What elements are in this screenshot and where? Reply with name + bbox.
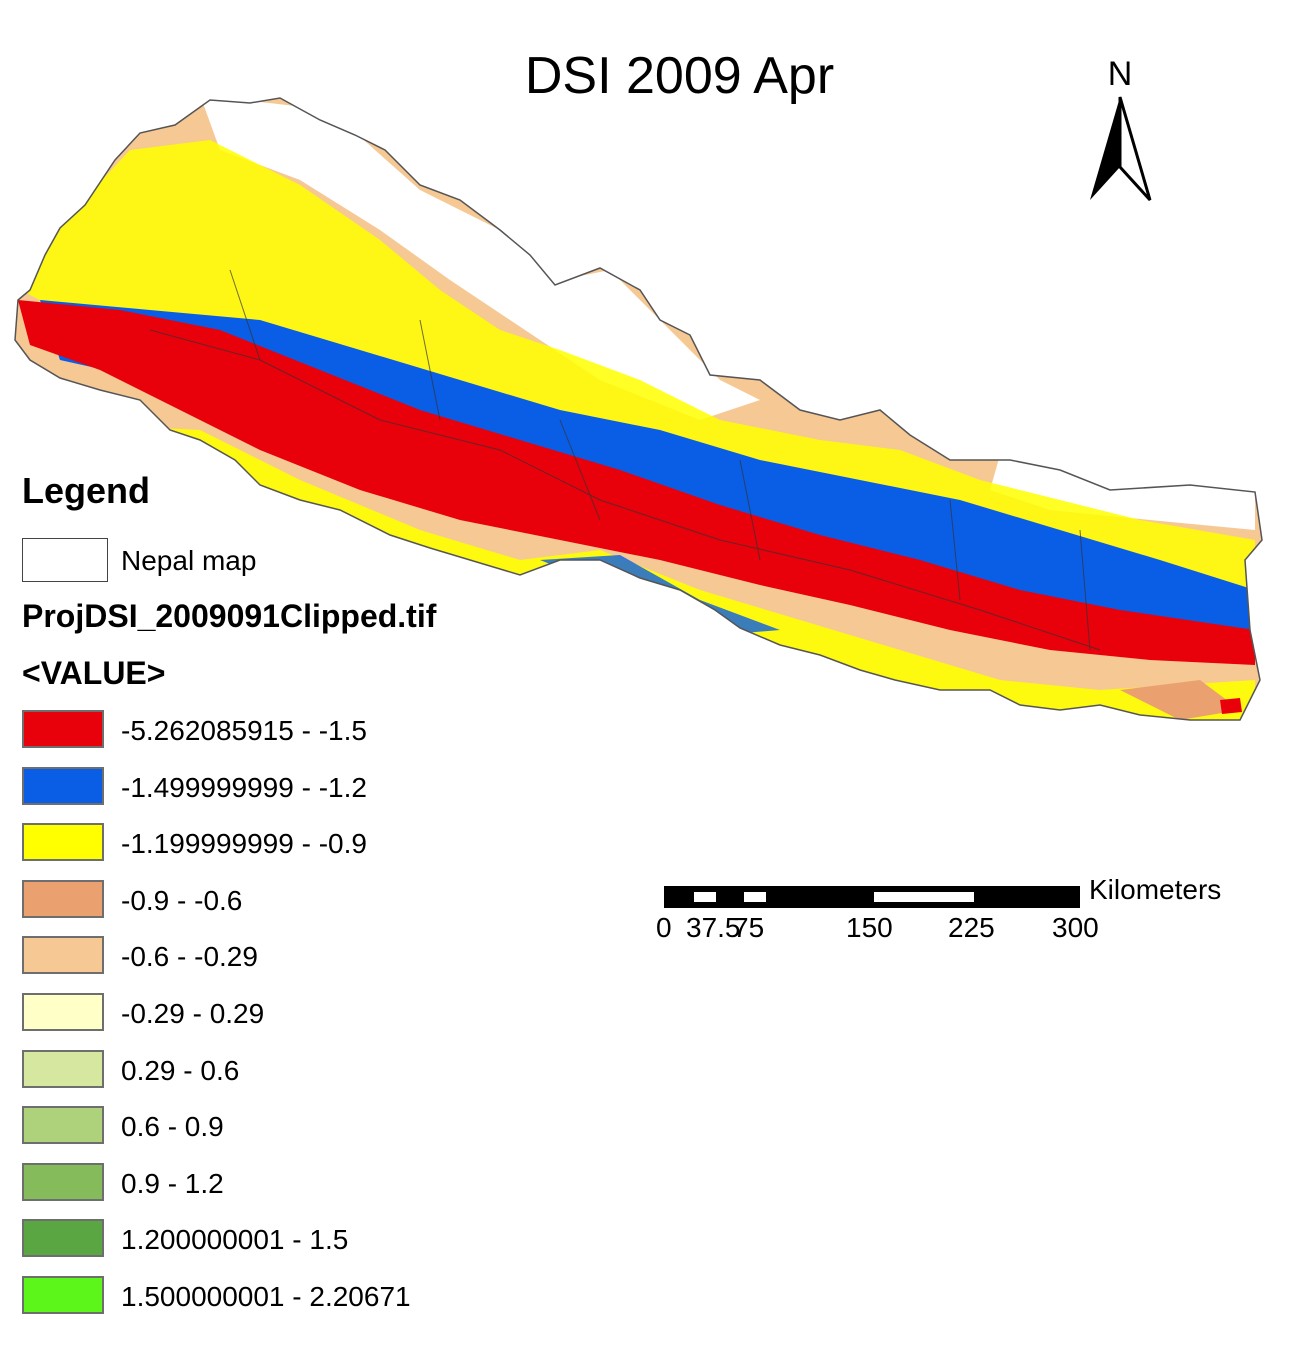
legend-class-label: 0.6 - 0.9	[121, 1111, 224, 1143]
legend-swatch	[22, 1049, 104, 1088]
scale-tick-0: 0	[656, 912, 672, 943]
scale-tick-37-5: 37.5	[686, 912, 741, 943]
legend-swatch	[22, 1219, 104, 1258]
legend-swatch	[22, 1276, 104, 1314]
legend-swatch	[22, 993, 104, 1031]
scale-bar-graphic	[664, 886, 1080, 908]
legend-class-label: 1.200000001 - 1.5	[121, 1224, 349, 1256]
nepal-dsi-map	[14, 97, 1263, 721]
legend-swatch	[22, 1162, 104, 1201]
scale-tick-300: 300	[1052, 912, 1099, 943]
north-arrow: N	[1085, 55, 1155, 205]
legend-class-label: -5.262085915 - -1.5	[121, 715, 367, 746]
legend-class-label: 0.29 - 0.6	[121, 1054, 240, 1086]
scale-bar	[660, 880, 1260, 950]
legend-swatch	[22, 879, 104, 918]
district-boundaries	[149, 269, 1101, 651]
legend-class-label: -0.9 - -0.6	[121, 884, 243, 916]
legend-class-label: 0.9 - 1.2	[121, 1167, 224, 1199]
nepal-map-swatch	[22, 538, 108, 582]
map-title: DSI 2009 Apr	[524, 47, 835, 105]
legend-swatch	[22, 936, 104, 975]
legend-class-label: -1.199999999 - -0.9	[121, 828, 367, 860]
nepal-map-label: Nepal map	[121, 545, 257, 576]
scale-tick-225: 225	[948, 912, 995, 943]
legend-class-label: -1.499999999 - -1.2	[121, 771, 367, 803]
legend-swatch	[22, 766, 104, 805]
dsi-raster	[15, 98, 1262, 720]
legend-swatch	[22, 1106, 104, 1145]
legend-swatch	[22, 710, 104, 748]
north-arrow-icon	[1090, 96, 1152, 202]
legend-title: Legend	[22, 470, 151, 511]
scale-unit: Kilometers	[1089, 874, 1222, 905]
layer-name: ProjDSI_2009091Clipped.tif	[22, 598, 437, 634]
legend-class-label: -0.6 - -0.29	[121, 941, 258, 973]
scale-tick-75: 75	[733, 912, 765, 943]
legend-class-label: -0.29 - 0.29	[121, 998, 265, 1029]
field-name: <VALUE>	[22, 655, 166, 691]
legend-swatch	[22, 823, 104, 862]
north-arrow-label: N	[1107, 55, 1133, 93]
legend-class-label: 1.500000001 - 2.20671	[121, 1281, 411, 1312]
scale-tick-150: 150	[846, 912, 893, 943]
